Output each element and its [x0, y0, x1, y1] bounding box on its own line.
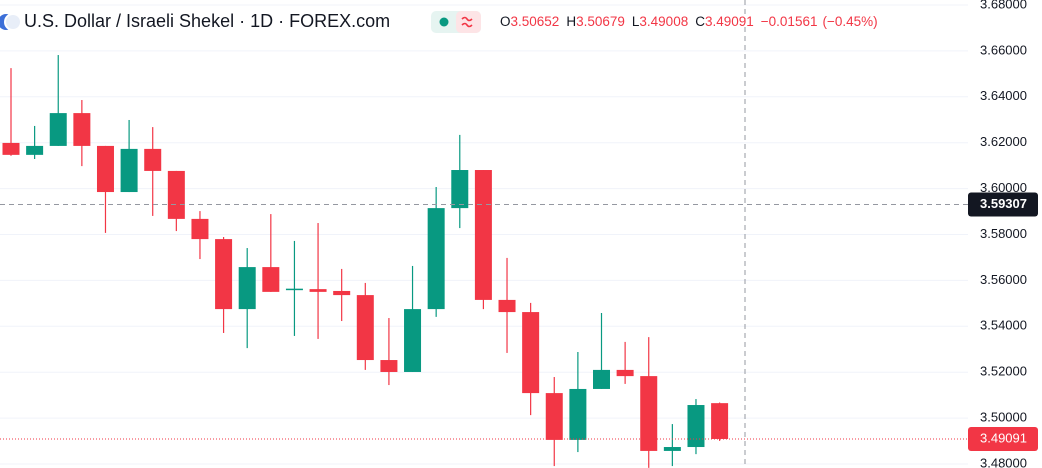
y-tick-label: 3.68000: [980, 0, 1027, 11]
last-price-label-bg: [968, 426, 1038, 451]
ohlc-label: C: [695, 14, 705, 29]
y-tick-label: 3.54000: [980, 318, 1027, 333]
crosshair-label: 3.59307: [980, 196, 1027, 211]
candle-body: [333, 290, 351, 296]
candle-body: [427, 208, 445, 310]
candle-body: [215, 239, 233, 310]
y-tick-label: 3.58000: [980, 226, 1027, 241]
ohlc-value: 3.49091: [705, 14, 754, 29]
y-tick-label: 3.60000: [980, 180, 1027, 195]
ohlc-label: H: [566, 14, 576, 29]
candle-body: [356, 295, 374, 361]
candle-body: [569, 388, 587, 440]
indicator-pill[interactable]: [431, 11, 481, 33]
last-price-label: 3.49091: [980, 430, 1027, 445]
chart-title: U.S. Dollar / Israeli Shekel · 1D · FORE…: [24, 11, 390, 31]
y-tick-label: 3.50000: [980, 410, 1027, 425]
y-tick-label: 3.62000: [980, 134, 1027, 149]
candle-body: [498, 299, 516, 313]
y-tick-label: 3.64000: [980, 88, 1027, 103]
candle-body: [2, 142, 20, 155]
ohlc-value: 3.50652: [511, 14, 560, 29]
candle-body: [380, 360, 398, 372]
symbol-icon: [0, 13, 22, 31]
change-percent: (−0.45%): [822, 14, 877, 29]
ohlc-header: O3.50652 H3.50679 L3.49008 C3.49091 −0.01561…: [500, 14, 878, 29]
candle-body: [404, 309, 422, 372]
price-axis: [968, 0, 1042, 468]
ohlc-label: O: [500, 14, 511, 29]
candle-body: [73, 113, 91, 146]
ohlc-values: O3.50652 H3.50679 L3.49008 C3.49091 −0.01561…: [500, 14, 878, 29]
ohlc-value: 3.50679: [576, 14, 625, 29]
candle-body: [545, 393, 563, 440]
candle-body: [285, 288, 303, 291]
ohlc-value: 3.49008: [639, 14, 688, 29]
candle-body: [26, 145, 44, 155]
y-tick-label: 3.66000: [980, 42, 1027, 57]
candle-body: [191, 218, 209, 240]
change: −0.01561: [761, 14, 818, 29]
candle-body: [711, 403, 729, 439]
candle-body: [120, 148, 138, 193]
candle-body: [167, 170, 185, 219]
candle-body: [96, 145, 114, 193]
plot-area: [0, 4, 968, 468]
candle-body: [593, 369, 610, 389]
candle-body: [616, 369, 634, 377]
candle-body: [262, 267, 280, 292]
candle-body: [640, 376, 658, 451]
crosshair-label-bg: [968, 192, 1038, 217]
candle-body: [663, 447, 681, 451]
candle-body: [309, 289, 327, 292]
y-tick-label: 3.48000: [980, 455, 1027, 468]
candle-body: [451, 170, 469, 209]
y-tick-label: 3.56000: [980, 272, 1027, 287]
candle-body: [49, 113, 67, 146]
candle-body: [144, 148, 162, 171]
ohlc-label: L: [632, 14, 640, 29]
candle-body: [687, 405, 705, 448]
candle-body: [474, 170, 492, 300]
candle-body: [522, 312, 540, 394]
candle-body: [238, 267, 256, 310]
y-tick-label: 3.52000: [980, 364, 1027, 379]
